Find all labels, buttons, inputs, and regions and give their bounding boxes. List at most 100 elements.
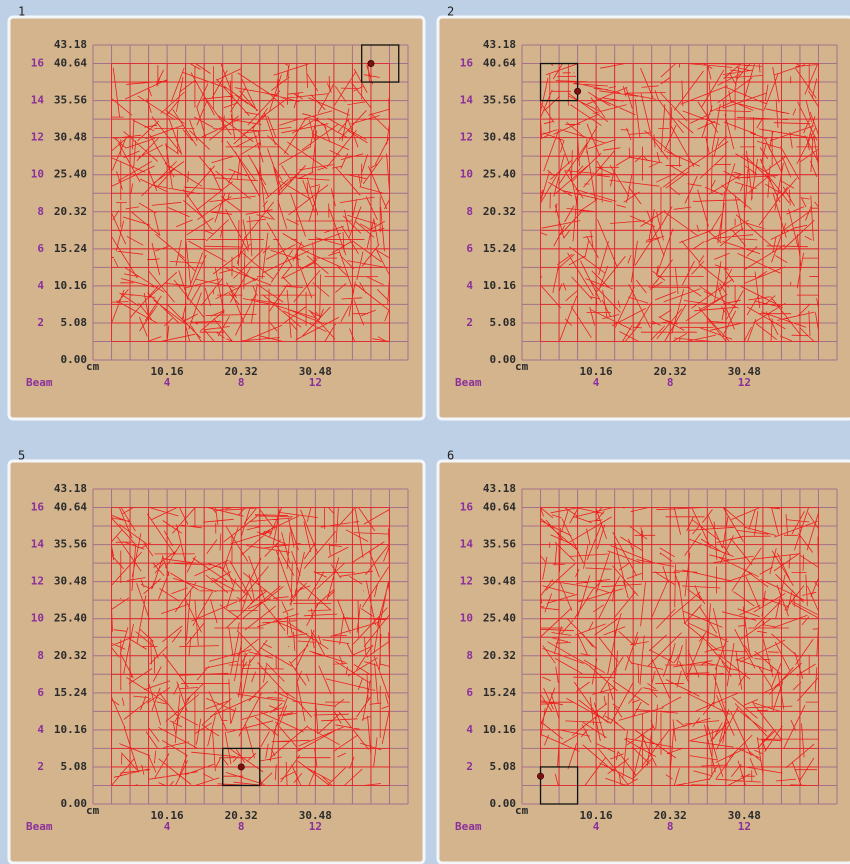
y-tick-label: 43.18 — [483, 38, 516, 51]
x-tick-label: 10.16 — [151, 809, 184, 822]
y-tick-label: 43.18 — [54, 482, 87, 495]
trace-mesh — [111, 507, 390, 786]
marker-dot — [574, 87, 582, 95]
y-beam-label: 6 — [466, 686, 473, 699]
panel-label: 2 — [447, 5, 454, 19]
beam-label: Beam — [26, 376, 53, 389]
selection-box — [222, 747, 261, 787]
y-beam-label: 6 — [37, 242, 44, 255]
y-tick-label: 30.48 — [483, 131, 516, 144]
y-tick-label: 0.00 — [490, 353, 517, 366]
y-beam-label: 2 — [466, 760, 473, 773]
y-tick-label: 35.56 — [54, 94, 87, 107]
y-tick-label: 43.18 — [54, 38, 87, 51]
x-beam-label: 8 — [667, 376, 674, 389]
x-tick-label: 30.48 — [728, 365, 761, 378]
y-tick-label: 30.48 — [483, 575, 516, 588]
trace-mesh — [111, 63, 390, 342]
y-tick-label: 20.32 — [54, 205, 87, 218]
y-beam-label: 8 — [37, 205, 44, 218]
y-beam-label: 10 — [460, 612, 473, 625]
y-tick-label: 10.16 — [483, 279, 516, 292]
panel-label: 6 — [447, 449, 454, 463]
y-tick-label: 10.16 — [54, 723, 87, 736]
y-beam-label: 16 — [460, 501, 474, 514]
y-beam-label: 8 — [37, 649, 44, 662]
y-tick-label: 40.64 — [54, 57, 87, 70]
selection-box — [539, 766, 579, 805]
y-beam-label: 10 — [460, 168, 473, 181]
x-tick-label: 20.32 — [654, 809, 687, 822]
y-tick-label: 15.24 — [54, 686, 87, 699]
unit-label: cm — [86, 360, 100, 373]
marker-dot — [237, 763, 245, 771]
unit-label: cm — [86, 804, 100, 817]
x-tick-label: 10.16 — [580, 365, 613, 378]
trace-mesh — [540, 507, 819, 786]
y-tick-label: 25.40 — [483, 168, 516, 181]
x-beam-label: 4 — [593, 376, 600, 389]
x-tick-label: 30.48 — [728, 809, 761, 822]
beam-label: Beam — [455, 376, 482, 389]
y-tick-label: 20.32 — [483, 649, 516, 662]
panel-label: 5 — [18, 449, 25, 463]
y-tick-label: 35.56 — [483, 538, 516, 551]
x-beam-label: 12 — [309, 820, 322, 833]
y-beam-label: 6 — [466, 242, 473, 255]
y-tick-label: 0.00 — [490, 797, 517, 810]
panel: 5 0.00 5.08 10.16 15.24 20.32 25.40 30.48 35.56 4… — [7, 449, 426, 864]
y-beam-label: 16 — [460, 57, 474, 70]
y-beam-label: 4 — [466, 723, 473, 736]
y-beam-label: 12 — [460, 575, 473, 588]
y-beam-label: 16 — [31, 501, 45, 514]
y-tick-label: 5.08 — [490, 760, 517, 773]
x-tick-label: 30.48 — [299, 365, 332, 378]
selection-box — [361, 44, 400, 83]
y-tick-label: 40.64 — [483, 501, 516, 514]
trace-mesh — [540, 63, 819, 342]
x-beam-label: 8 — [238, 820, 245, 833]
x-tick-label: 10.16 — [151, 365, 184, 378]
panel-frame — [7, 459, 426, 864]
y-beam-label: 14 — [31, 94, 45, 107]
y-tick-label: 25.40 — [483, 612, 516, 625]
y-tick-label: 5.08 — [61, 316, 88, 329]
y-beam-label: 4 — [37, 723, 44, 736]
x-beam-label: 8 — [238, 376, 245, 389]
y-beam-label: 4 — [37, 279, 44, 292]
y-tick-label: 5.08 — [490, 316, 517, 329]
panel-label: 1 — [18, 5, 25, 19]
x-tick-label: 20.32 — [225, 809, 258, 822]
y-tick-label: 43.18 — [483, 482, 516, 495]
panel: 1 0.00 5.08 10.16 15.24 20.32 25.40 30.48 35.56 4… — [7, 5, 426, 421]
y-tick-label: 20.32 — [483, 205, 516, 218]
y-tick-label: 35.56 — [483, 94, 516, 107]
panel: 6 0.00 5.08 10.16 15.24 20.32 25.40 30.48 35.56 4… — [436, 449, 850, 864]
y-tick-label: 10.16 — [483, 723, 516, 736]
y-tick-label: 15.24 — [54, 242, 87, 255]
beam-label: Beam — [26, 820, 53, 833]
y-tick-label: 40.64 — [483, 57, 516, 70]
y-tick-label: 25.40 — [54, 168, 87, 181]
y-tick-label: 10.16 — [54, 279, 87, 292]
y-beam-label: 12 — [31, 131, 44, 144]
y-beam-label: 14 — [460, 94, 474, 107]
y-tick-label: 25.40 — [54, 612, 87, 625]
y-tick-label: 40.64 — [54, 501, 87, 514]
y-beam-label: 10 — [31, 612, 44, 625]
x-tick-label: 30.48 — [299, 809, 332, 822]
y-beam-label: 6 — [37, 686, 44, 699]
y-beam-label: 8 — [466, 205, 473, 218]
y-tick-label: 5.08 — [61, 760, 88, 773]
y-beam-label: 2 — [37, 316, 44, 329]
unit-label: cm — [515, 360, 529, 373]
y-tick-label: 35.56 — [54, 538, 87, 551]
x-beam-label: 8 — [667, 820, 674, 833]
y-beam-label: 8 — [466, 649, 473, 662]
y-beam-label: 2 — [466, 316, 473, 329]
x-tick-label: 20.32 — [654, 365, 687, 378]
y-beam-label: 10 — [31, 168, 44, 181]
beam-label: Beam — [455, 820, 482, 833]
y-beam-label: 12 — [460, 131, 473, 144]
